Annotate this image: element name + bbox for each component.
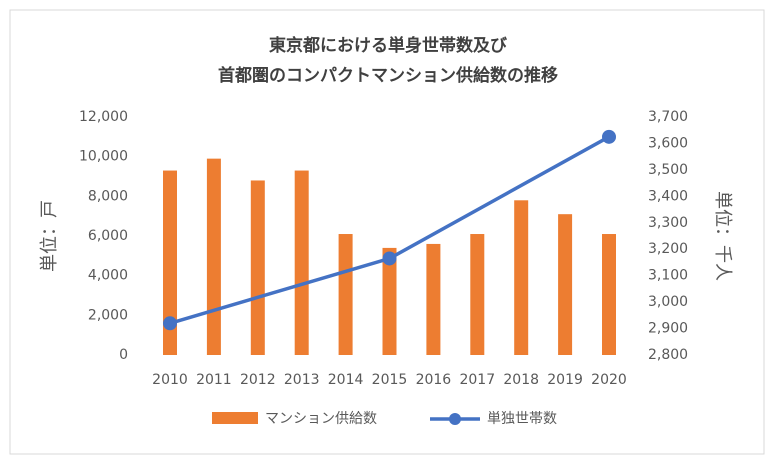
y-tick-label: 2,000 bbox=[88, 307, 128, 323]
y2-tick-label: 3,500 bbox=[648, 162, 688, 178]
y2-tick-label: 3,400 bbox=[648, 188, 688, 204]
chart-border bbox=[9, 9, 765, 455]
y2-axis-label: 単位：千人 bbox=[712, 191, 733, 281]
bar bbox=[206, 158, 221, 355]
bar bbox=[382, 247, 397, 355]
y2-tick-label: 2,800 bbox=[648, 347, 688, 363]
x-tick-label: 2011 bbox=[196, 372, 232, 388]
y2-tick-label: 3,300 bbox=[648, 215, 688, 231]
line-marker bbox=[163, 316, 177, 331]
x-tick-label: 2016 bbox=[416, 372, 452, 388]
y2-tick-label: 3,200 bbox=[648, 241, 688, 257]
line-marker bbox=[382, 251, 397, 266]
bar bbox=[514, 200, 529, 355]
x-tick-label: 2015 bbox=[372, 372, 408, 388]
bar bbox=[426, 243, 441, 355]
bar bbox=[294, 170, 309, 355]
y-tick-label: 4,000 bbox=[88, 268, 128, 284]
y2-tick-label: 3,700 bbox=[648, 109, 688, 125]
legend-swatch bbox=[212, 412, 258, 424]
y-tick-label: 10,000 bbox=[79, 149, 128, 165]
y2-tick-label: 3,600 bbox=[648, 135, 688, 151]
bar bbox=[558, 214, 573, 355]
chart-title: 首都圏のコンパクトマンション供給数の推移 bbox=[218, 65, 558, 86]
y-tick-label: 0 bbox=[119, 347, 128, 363]
bar bbox=[250, 180, 265, 355]
bar bbox=[338, 234, 353, 355]
y-tick-label: 6,000 bbox=[88, 228, 128, 244]
x-tick-label: 2020 bbox=[591, 372, 627, 388]
x-tick-label: 2014 bbox=[328, 372, 364, 388]
bar bbox=[163, 170, 177, 355]
legend-swatch bbox=[449, 413, 461, 425]
line-marker bbox=[602, 129, 616, 144]
x-tick-label: 2019 bbox=[547, 372, 583, 388]
chart-title: 東京都における単身世帯数及び bbox=[269, 35, 507, 56]
x-tick-label: 2017 bbox=[459, 372, 495, 388]
x-tick-label: 2010 bbox=[152, 372, 188, 388]
bar bbox=[602, 234, 616, 355]
legend-label: 単独世帯数 bbox=[487, 411, 557, 427]
x-tick-label: 2013 bbox=[284, 372, 320, 388]
y2-tick-label: 3,000 bbox=[648, 294, 688, 310]
x-tick-label: 2012 bbox=[240, 372, 276, 388]
legend-label: マンション供給数 bbox=[265, 411, 377, 427]
y2-tick-label: 2,900 bbox=[648, 321, 688, 337]
y-tick-label: 8,000 bbox=[88, 188, 128, 204]
x-tick-label: 2018 bbox=[503, 372, 539, 388]
bar bbox=[470, 234, 485, 355]
y2-tick-label: 3,100 bbox=[648, 268, 688, 284]
y-tick-label: 12,000 bbox=[79, 109, 128, 125]
y-axis-label: 単位：戸 bbox=[39, 200, 60, 272]
